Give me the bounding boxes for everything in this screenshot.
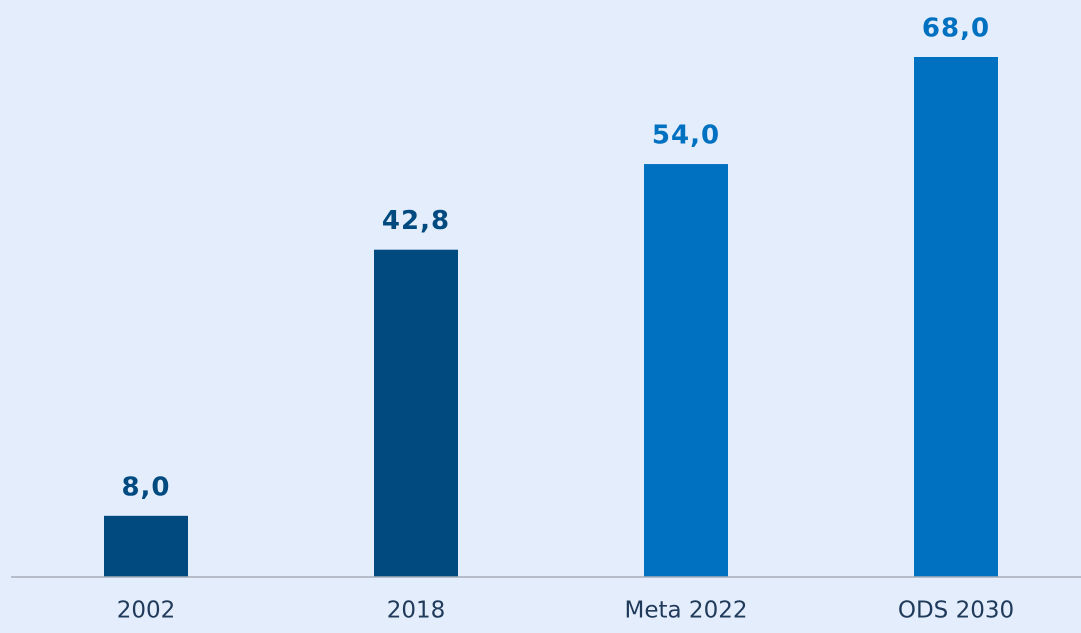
x-tick-label: 2018 [387, 598, 446, 624]
x-tick-label: Meta 2022 [625, 598, 748, 624]
x-tick-label: 2002 [117, 598, 176, 624]
bar [374, 249, 458, 578]
value-label: 68,0 [922, 14, 990, 44]
value-label: 42,8 [382, 206, 450, 236]
value-label: 8,0 [121, 472, 170, 502]
bar [644, 164, 728, 577]
value-label: 54,0 [652, 121, 720, 151]
bar [914, 57, 998, 577]
bar [104, 515, 188, 577]
x-tick-label: ODS 2030 [898, 598, 1014, 624]
